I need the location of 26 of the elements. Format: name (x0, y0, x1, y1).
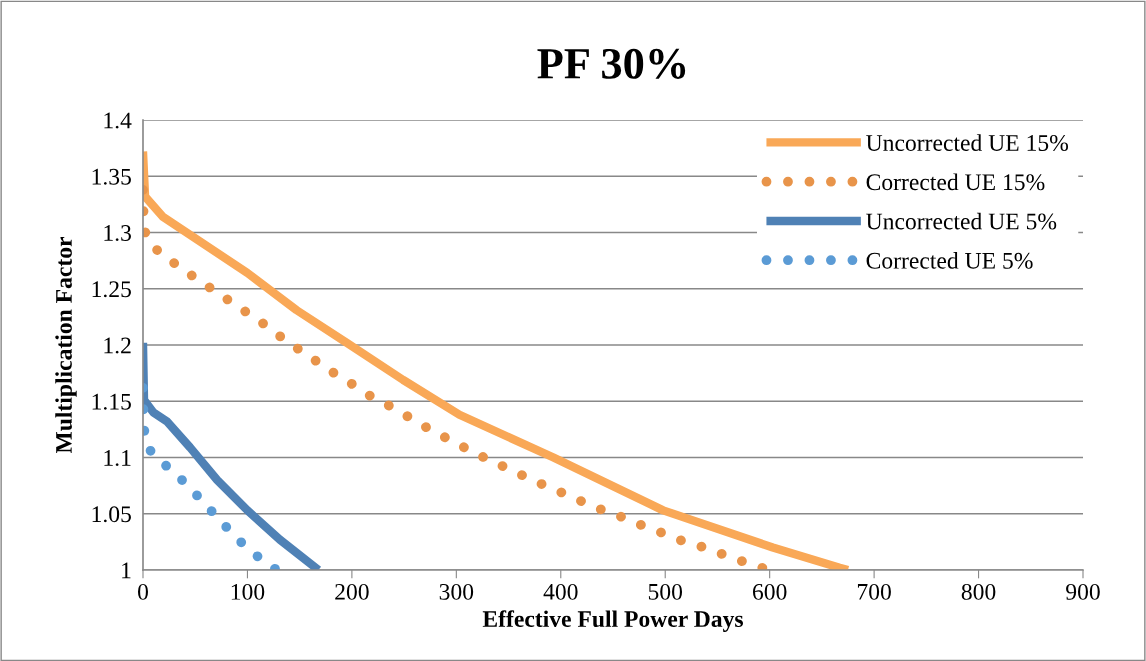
y-tick-label: 1 (122, 562, 131, 579)
y-tick-label: 1.3 (104, 225, 131, 242)
x-tick-label: 300 (439, 583, 474, 600)
x-tick-label: 0 (138, 583, 148, 600)
x-tick-label: 900 (1066, 583, 1100, 600)
y-tick-label: 1.1 (104, 450, 131, 467)
x-tick-label: 600 (752, 583, 787, 600)
x-tick-label: 800 (961, 583, 996, 600)
x-tick-label: 500 (648, 583, 683, 600)
y-axis-title: Multiplication Factor (55, 236, 77, 454)
legend-label: Corrected UE 5% (866, 252, 1033, 269)
x-tick-label: 200 (335, 583, 369, 600)
y-tick-label: 1.4 (104, 112, 132, 129)
x-tick-label: 400 (543, 583, 578, 600)
legend-label: Uncorrected UE 15% (866, 134, 1069, 151)
y-tick-label: 1.25 (92, 281, 131, 298)
x-tick-label: 100 (231, 583, 265, 600)
y-tick-label: 1.05 (92, 506, 131, 523)
legend-label: Corrected UE 15% (866, 173, 1045, 191)
y-tick-label: 1.2 (104, 337, 131, 354)
x-axis-title: Effective Full Power Days (482, 610, 744, 632)
y-tick-label: 1.35 (92, 168, 131, 185)
x-tick-label: 700 (857, 583, 891, 600)
legend-label: Uncorrected UE 5% (866, 212, 1057, 230)
chart-title: PF 30% (537, 48, 686, 79)
y-tick-label: 1.15 (92, 393, 131, 410)
